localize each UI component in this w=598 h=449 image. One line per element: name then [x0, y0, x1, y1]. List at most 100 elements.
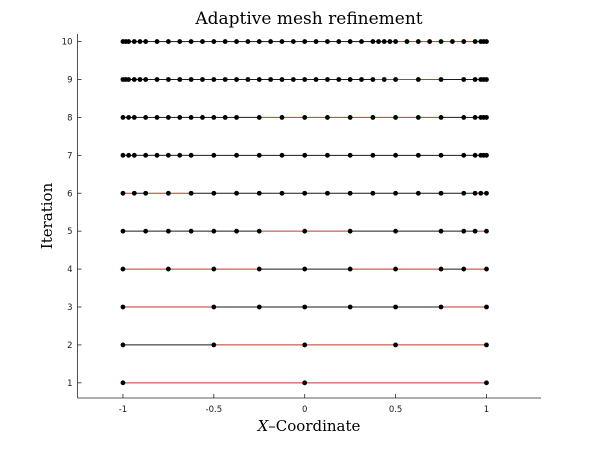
mesh-node [120, 152, 126, 158]
mesh-node [415, 152, 421, 158]
mesh-node [381, 77, 387, 82]
mesh-node [359, 77, 364, 82]
mesh-node [370, 39, 376, 44]
mesh-node [370, 152, 376, 158]
mesh-node [484, 190, 489, 196]
mesh-node [188, 115, 194, 120]
mesh-node [313, 39, 319, 44]
mesh-node [143, 190, 149, 196]
mesh-node [234, 152, 239, 158]
mesh-node [234, 39, 239, 44]
mesh-node [234, 115, 239, 120]
mesh-node [256, 39, 262, 44]
mesh-node [279, 190, 285, 196]
mesh-node [256, 228, 262, 234]
mesh-node [131, 77, 137, 82]
mesh-node [393, 304, 398, 310]
mesh-node [154, 77, 160, 82]
mesh-nodes [120, 39, 489, 386]
mesh-node [126, 152, 132, 158]
axes [77, 34, 541, 399]
mesh-node [165, 77, 171, 82]
y-tick-label: 9 [67, 76, 72, 86]
y-tick-label: 10 [62, 38, 73, 48]
y-tick-label: 5 [67, 227, 72, 237]
x-tick-label: 0 [302, 405, 307, 415]
x-tick-label: -0.5 [206, 405, 223, 415]
mesh-node [472, 228, 478, 234]
mesh-node [438, 152, 444, 158]
mesh-node [188, 77, 194, 82]
mesh-node [347, 190, 353, 196]
mesh-node [126, 77, 132, 82]
mesh-node [325, 39, 330, 44]
mesh-node [325, 152, 330, 158]
y-tick-label: 6 [67, 189, 72, 199]
mesh-node [211, 152, 217, 158]
mesh-node [472, 152, 478, 158]
mesh-node [404, 39, 410, 44]
mesh-node [126, 39, 132, 44]
mesh-node [126, 115, 132, 120]
x-tick-label: 0.5 [389, 405, 403, 415]
mesh-node [484, 304, 489, 310]
mesh-node [222, 115, 228, 120]
mesh-node [415, 77, 421, 82]
y-tick-label: 8 [67, 113, 72, 123]
mesh-node [472, 77, 478, 82]
mesh-node [347, 266, 353, 272]
mesh-node [188, 39, 194, 44]
mesh-node [393, 115, 398, 120]
y-tick-label: 4 [67, 265, 72, 275]
mesh-node [370, 190, 376, 196]
mesh-node [143, 228, 149, 234]
mesh-node [438, 115, 444, 120]
x-axis-label-variable: X [257, 417, 270, 435]
mesh-node [279, 77, 285, 82]
mesh-node [131, 39, 137, 44]
mesh-node [484, 39, 489, 44]
mesh-node [461, 39, 467, 44]
mesh-node [211, 266, 217, 272]
mesh-node [188, 152, 194, 158]
mesh-node [381, 39, 387, 44]
mesh-node [438, 77, 444, 82]
mesh-node [302, 380, 308, 386]
mesh-node [211, 115, 217, 120]
x-tick-label: -1 [119, 405, 127, 415]
mesh-node [131, 190, 137, 196]
mesh-node [120, 266, 126, 272]
mesh-node [165, 266, 171, 272]
mesh-node [143, 115, 149, 120]
mesh-node [484, 342, 489, 348]
mesh-node [165, 228, 171, 234]
mesh-node [120, 380, 126, 386]
mesh-node [245, 39, 251, 44]
mesh-node [393, 77, 398, 82]
mesh-node [143, 77, 149, 82]
mesh-node [143, 152, 149, 158]
mesh-node [359, 39, 364, 44]
y-tick-label: 1 [67, 379, 72, 389]
mesh-node [154, 115, 160, 120]
mesh-node [120, 190, 126, 196]
mesh-node [211, 77, 217, 82]
mesh-node [256, 190, 262, 196]
y-ticks: 1 2 3 4 5 6 7 8 9 10 [62, 38, 82, 389]
mesh-node [370, 115, 376, 120]
mesh-node [438, 39, 444, 44]
mesh-node [256, 115, 262, 120]
mesh-node [478, 190, 484, 196]
mesh-node [177, 152, 183, 158]
mesh-node [415, 190, 421, 196]
mesh-node [211, 228, 217, 234]
mesh-node [131, 152, 137, 158]
mesh-node [325, 115, 330, 120]
mesh-node [279, 152, 285, 158]
mesh-node [461, 228, 467, 234]
mesh-node [177, 77, 183, 82]
y-tick-label: 2 [67, 341, 72, 351]
mesh-node [461, 77, 467, 82]
mesh-node [245, 77, 251, 82]
